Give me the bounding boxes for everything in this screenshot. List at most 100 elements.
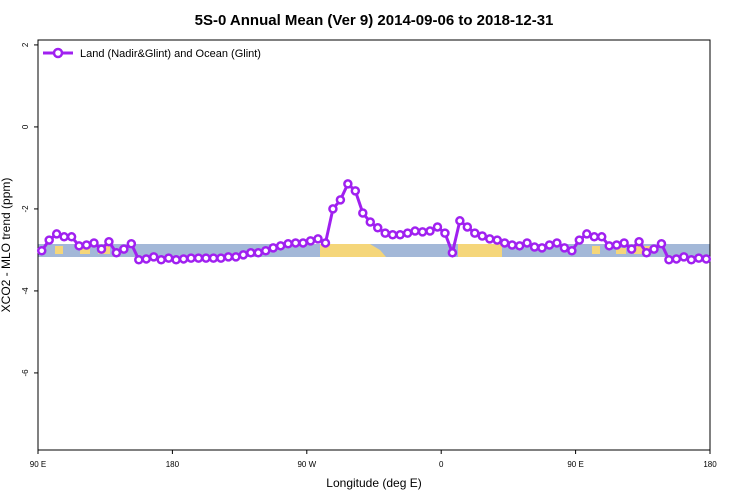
data-point: [626, 244, 637, 254]
data-point: [186, 253, 196, 263]
data-point: [171, 255, 181, 265]
data-point: [701, 254, 712, 264]
data-point: [507, 240, 517, 250]
data-point: [36, 245, 47, 256]
data-point: [119, 244, 129, 254]
data-point: [395, 230, 405, 240]
data-point: [470, 228, 480, 238]
y-tick-label: -4: [21, 287, 30, 295]
data-point: [589, 232, 600, 242]
data-point: [649, 244, 659, 254]
data-point: [320, 238, 331, 248]
data-point: [238, 250, 249, 260]
data-point: [126, 239, 137, 249]
data-point: [679, 252, 689, 262]
data-point: [51, 229, 62, 239]
data-point: [582, 229, 592, 239]
data-point: [231, 252, 241, 262]
data-point: [559, 243, 570, 253]
data-point: [552, 238, 562, 248]
data-point: [328, 204, 338, 214]
data-point: [275, 241, 286, 251]
data-point: [432, 222, 443, 232]
data-point: [283, 239, 293, 249]
data-point: [246, 248, 256, 258]
data-point: [313, 234, 323, 244]
data-point: [417, 227, 428, 237]
data-point: [492, 235, 502, 245]
data-point: [268, 243, 278, 253]
data-point: [350, 186, 361, 196]
data-point: [410, 226, 420, 236]
data-point: [208, 253, 219, 263]
data-point: [387, 230, 398, 240]
legend-label: Land (Nadir&Glint) and Ocean (Glint): [80, 48, 261, 60]
data-point: [193, 253, 204, 263]
y-tick-label: 0: [21, 124, 30, 129]
x-tick-label: 90 W: [297, 460, 316, 469]
y-tick-label: 2: [21, 42, 30, 47]
data-point: [365, 217, 376, 227]
y-tick-label: -2: [21, 205, 30, 213]
data-point: [604, 241, 614, 251]
data-point: [634, 236, 644, 247]
data-point: [499, 238, 510, 248]
data-point: [298, 238, 308, 248]
data-point: [544, 240, 555, 250]
data-point: [148, 252, 159, 262]
data-point: [514, 241, 525, 251]
data-point: [44, 235, 54, 245]
data-point: [141, 254, 152, 264]
data-point: [574, 235, 585, 245]
data-point: [104, 236, 114, 247]
data-point: [656, 239, 667, 249]
data-point: [641, 248, 652, 258]
data-point: [81, 240, 92, 250]
data-point: [611, 240, 622, 250]
data-point: [59, 232, 69, 242]
y-axis-label: XCO2 - MLO trend (ppm): [0, 178, 13, 313]
data-point: [440, 228, 450, 238]
data-point: [156, 255, 166, 265]
data-point: [201, 253, 211, 263]
x-tick-label: 180: [703, 460, 717, 469]
data-point: [567, 245, 577, 256]
data-point: [134, 255, 144, 265]
y-tick-label: -6: [21, 369, 30, 377]
data-point: [529, 242, 540, 252]
data-point: [74, 241, 84, 251]
data-point: [664, 255, 674, 265]
data-point: [253, 248, 264, 258]
data-point: [335, 195, 346, 205]
data-point: [96, 244, 107, 254]
data-point: [89, 238, 99, 248]
data-point: [343, 179, 353, 189]
x-axis-label: Longitude (deg E): [326, 476, 421, 490]
data-point: [305, 236, 316, 246]
chart-title: 5S-0 Annual Mean (Ver 9) 2014-09-06 to 2…: [195, 12, 554, 29]
data-point: [380, 228, 390, 238]
data-point: [484, 234, 495, 244]
plot-frame: [37, 39, 711, 451]
data-point: [223, 252, 234, 262]
data-point: [66, 232, 77, 242]
data-point: [290, 238, 301, 248]
data-point: [694, 253, 704, 263]
data-point: [447, 248, 458, 258]
x-tick-label: 90 E: [567, 460, 583, 469]
x-tick-label: 180: [166, 460, 180, 469]
data-point: [358, 208, 368, 218]
data-point: [111, 248, 122, 258]
data-point: [216, 253, 226, 263]
data-point: [402, 228, 413, 238]
data-point: [455, 216, 465, 226]
legend-marker: [52, 47, 64, 59]
data-point: [477, 231, 488, 241]
data-point: [462, 222, 473, 232]
data-point: [596, 232, 607, 242]
data-point: [178, 254, 189, 264]
x-tick-label: 90 E: [30, 460, 46, 469]
data-point: [425, 226, 435, 236]
data-point: [260, 245, 271, 256]
